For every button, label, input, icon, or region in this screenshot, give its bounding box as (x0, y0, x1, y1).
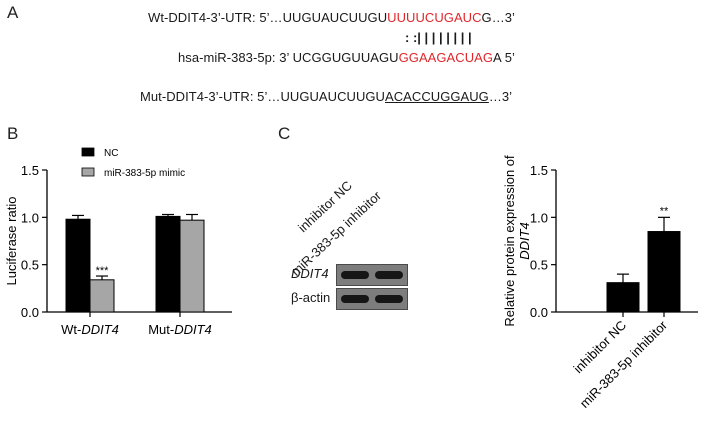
mir-sequence-label: hsa-miR-383-5p: 3’ UCGGUGUUAGU (178, 50, 399, 65)
y-tick-label: 1.0 (21, 210, 39, 225)
legend-label: miR-383-5p mimic (104, 168, 185, 179)
base-pairing: : :| | | | | | | | (405, 30, 472, 45)
blot-ddit4 (336, 264, 408, 286)
mut-sequence: Mut-DDIT4-3’-UTR: 5’…UUGUAUCUUGUACACCUGG… (140, 89, 512, 104)
x-tick-label: Mut-DDIT4 (148, 322, 212, 337)
luciferase-chart: 0.0 0.5 1.0 1.5 Luciferase ratio NC miR-383-5p… (4, 147, 232, 337)
actin-band-lane-2 (375, 295, 403, 303)
legend-swatch (81, 167, 95, 177)
protein-expression-chart: 0.0 0.5 1.0 1.5 Relative protein expression … (502, 155, 698, 411)
wt-seed-region: UUUUCUGAUC (387, 10, 482, 25)
mir-seed-region: GGAAGACUAG (398, 50, 494, 65)
ddit4-band-lane-1 (341, 271, 369, 279)
wt-sequence-tail: G…3’ (481, 10, 515, 25)
bar (65, 218, 91, 313)
significance-marker: *** (96, 265, 110, 277)
blot-actin (336, 288, 408, 310)
wt-sequence-label: Wt-DDIT4-3’-UTR: 5’…UUGUAUCUUGU (148, 10, 388, 25)
y-tick-label: 0.0 (530, 305, 548, 320)
y-axis-label: Relative protein expression of (502, 155, 517, 327)
y-tick-label: 1.5 (530, 163, 548, 178)
y-tick-label: 1.5 (21, 163, 39, 178)
mir-sequence-tail: A 5’ (493, 50, 515, 65)
mut-sequence-tail: …3’ (488, 89, 513, 104)
y-tick-label: 1.0 (530, 210, 548, 225)
significance-marker: ** (660, 205, 669, 217)
wt-sequence: Wt-DDIT4-3’-UTR: 5’…UUGUAUCUUGUUUUUCUGAU… (148, 10, 515, 25)
y-tick-label: 0.0 (21, 305, 39, 320)
y-axis-label: Luciferase ratio (4, 197, 19, 286)
panel-c-letter: C (278, 124, 291, 143)
mir-sequence: hsa-miR-383-5p: 3’ UCGGUGUUAGUGGAAGACUAG… (178, 50, 515, 65)
bar (647, 231, 681, 313)
panel-b-letter: B (7, 124, 19, 143)
actin-band-lane-1 (341, 295, 369, 303)
legend-label: NC (104, 148, 118, 159)
y-axis-label-gene: DDIT4 (517, 222, 532, 260)
bar (606, 282, 640, 313)
y-tick-label: 0.5 (530, 258, 548, 273)
ddit4-band-lane-2 (375, 271, 403, 279)
x-tick-label: Wt-DDIT4 (61, 322, 119, 337)
legend-swatch (81, 147, 95, 157)
blot-row-label-ddit4: DDIT4 (291, 266, 329, 281)
blot-row-label-actin: β-actin (291, 290, 331, 305)
bar (179, 219, 205, 313)
bar (89, 279, 115, 313)
mut-sequence-label: Mut-DDIT4-3’-UTR: 5’…UUGUAUCUUGU (140, 89, 385, 104)
panel-a-letter: A (7, 3, 19, 22)
bar (155, 215, 181, 313)
y-tick-label: 0.5 (21, 258, 39, 273)
mut-region: ACACCUGGAUG (385, 89, 489, 104)
